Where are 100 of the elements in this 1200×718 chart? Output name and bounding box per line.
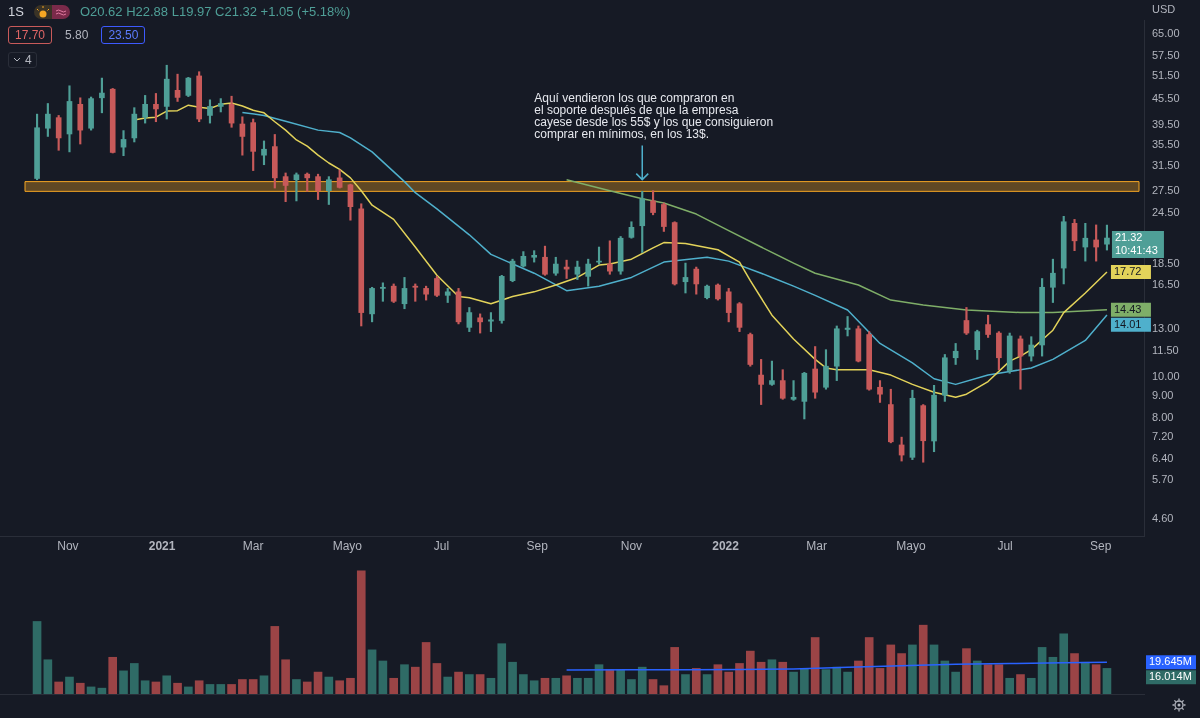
text: 19.645M xyxy=(1149,655,1192,668)
y-tick-label: 6.40 xyxy=(1152,451,1174,464)
x-tick-label: 2021 xyxy=(148,538,176,553)
bar xyxy=(918,624,928,694)
bar xyxy=(248,679,258,694)
bar xyxy=(810,637,820,694)
bar xyxy=(378,660,388,694)
bar xyxy=(1091,664,1101,694)
bar xyxy=(421,642,431,694)
y-tick-label: 31.50 xyxy=(1152,159,1180,172)
bar xyxy=(519,674,528,694)
bar xyxy=(410,666,420,694)
bar xyxy=(108,656,118,694)
bar xyxy=(1059,633,1069,694)
bar xyxy=(270,626,280,694)
y-tick-label: 11.50 xyxy=(1152,344,1179,357)
y-tick-label: 39.50 xyxy=(1152,117,1180,130)
bar xyxy=(508,661,517,694)
data-label: 14.01 xyxy=(1113,317,1142,330)
y-tick-label: 45.50 xyxy=(1152,92,1180,105)
bar xyxy=(432,663,442,694)
bar xyxy=(205,684,215,694)
y-tick-label: 18.50 xyxy=(1152,257,1180,270)
bar xyxy=(886,644,896,694)
x-tick-label: Mar xyxy=(242,538,264,553)
bar xyxy=(194,680,204,694)
x-tick-label: Nov xyxy=(57,538,79,553)
y-tick-label: 24.50 xyxy=(1152,205,1180,218)
bar xyxy=(713,664,723,694)
x-tick-label: Mayo xyxy=(896,538,926,553)
y-tick-label: 8.00 xyxy=(1152,410,1174,423)
bar xyxy=(551,677,561,694)
annotation: 23.50 xyxy=(101,26,146,44)
bar xyxy=(184,686,193,694)
bar xyxy=(962,648,971,694)
x-tick-label: Jul xyxy=(433,538,450,553)
bar xyxy=(140,680,150,694)
y-tick-label: 13.00 xyxy=(1152,321,1180,334)
x-tick-label: Mayo xyxy=(332,538,363,553)
bar xyxy=(670,647,679,694)
bar xyxy=(735,663,744,694)
data-label: 14.43 xyxy=(1113,302,1142,315)
bar xyxy=(443,676,453,694)
bar xyxy=(1102,668,1112,694)
bar xyxy=(529,680,539,694)
bar xyxy=(162,675,172,694)
bar xyxy=(238,679,247,694)
bar xyxy=(897,653,906,694)
bar xyxy=(778,661,788,694)
annotation: 5.80 xyxy=(64,27,90,44)
annotation: Aquí vendieron los que compraron en el soporte después de que la empresa cayese desde los 55$ y los que consiguieron comprar en mínimos, en los 13$. xyxy=(534,90,774,141)
y-tick-label: 16.50 xyxy=(1152,278,1180,291)
annotation: 4 xyxy=(25,53,32,67)
data-label: 17.72 xyxy=(1113,265,1142,277)
bar xyxy=(562,675,571,694)
y-axis-title: USD xyxy=(1152,3,1176,16)
bar xyxy=(216,684,226,694)
bar xyxy=(259,675,269,694)
bar xyxy=(951,671,960,694)
bar xyxy=(724,671,734,694)
bar xyxy=(356,570,366,694)
y-tick-label: 10.00 xyxy=(1152,369,1180,382)
bar xyxy=(821,669,831,694)
bar xyxy=(119,670,128,694)
bar xyxy=(389,677,399,694)
chart-title: 1S xyxy=(8,4,24,19)
bar xyxy=(465,674,474,694)
bar xyxy=(97,687,107,694)
bar xyxy=(302,681,312,694)
bar xyxy=(745,650,755,694)
bar xyxy=(908,644,917,694)
x-tick-label: Jul xyxy=(997,538,1013,553)
x-tick-label: Mar xyxy=(806,538,828,553)
bar xyxy=(854,660,863,694)
y-tick-label: 5.70 xyxy=(1152,473,1174,486)
y-tick-label: 51.50 xyxy=(1152,69,1180,82)
candlestick xyxy=(488,312,494,332)
bar xyxy=(637,666,647,694)
annotation: 17.70 xyxy=(8,26,53,44)
bar xyxy=(573,677,582,694)
bar xyxy=(702,674,712,694)
x-tick-label: Sep xyxy=(526,538,549,553)
bar xyxy=(173,682,182,694)
bar xyxy=(540,677,550,694)
bar xyxy=(972,660,982,694)
bar xyxy=(875,668,885,694)
bar xyxy=(367,649,377,694)
y-tick-label: 57.50 xyxy=(1152,49,1180,62)
bar xyxy=(292,679,301,694)
bar xyxy=(983,664,993,694)
bar xyxy=(681,674,690,694)
bar xyxy=(32,621,42,694)
y-tick-label: 65.00 xyxy=(1152,26,1180,39)
bar xyxy=(1026,677,1036,694)
bar xyxy=(616,669,625,694)
bar xyxy=(832,666,842,694)
bar xyxy=(335,680,344,694)
y-tick-label: 9.00 xyxy=(1152,389,1174,402)
x-tick-label: Sep xyxy=(1090,538,1112,553)
bar xyxy=(691,668,701,694)
